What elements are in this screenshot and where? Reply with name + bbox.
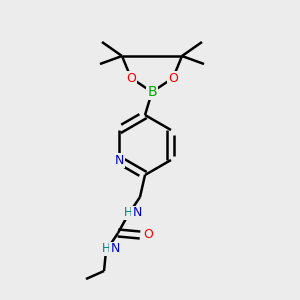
- Text: N: N: [132, 206, 142, 220]
- Text: O: O: [143, 229, 153, 242]
- Text: O: O: [168, 71, 178, 85]
- Text: H: H: [102, 242, 110, 256]
- Text: N: N: [114, 154, 124, 166]
- Text: H: H: [124, 206, 132, 220]
- Text: B: B: [147, 85, 157, 99]
- Text: N: N: [110, 242, 120, 256]
- Text: O: O: [126, 71, 136, 85]
